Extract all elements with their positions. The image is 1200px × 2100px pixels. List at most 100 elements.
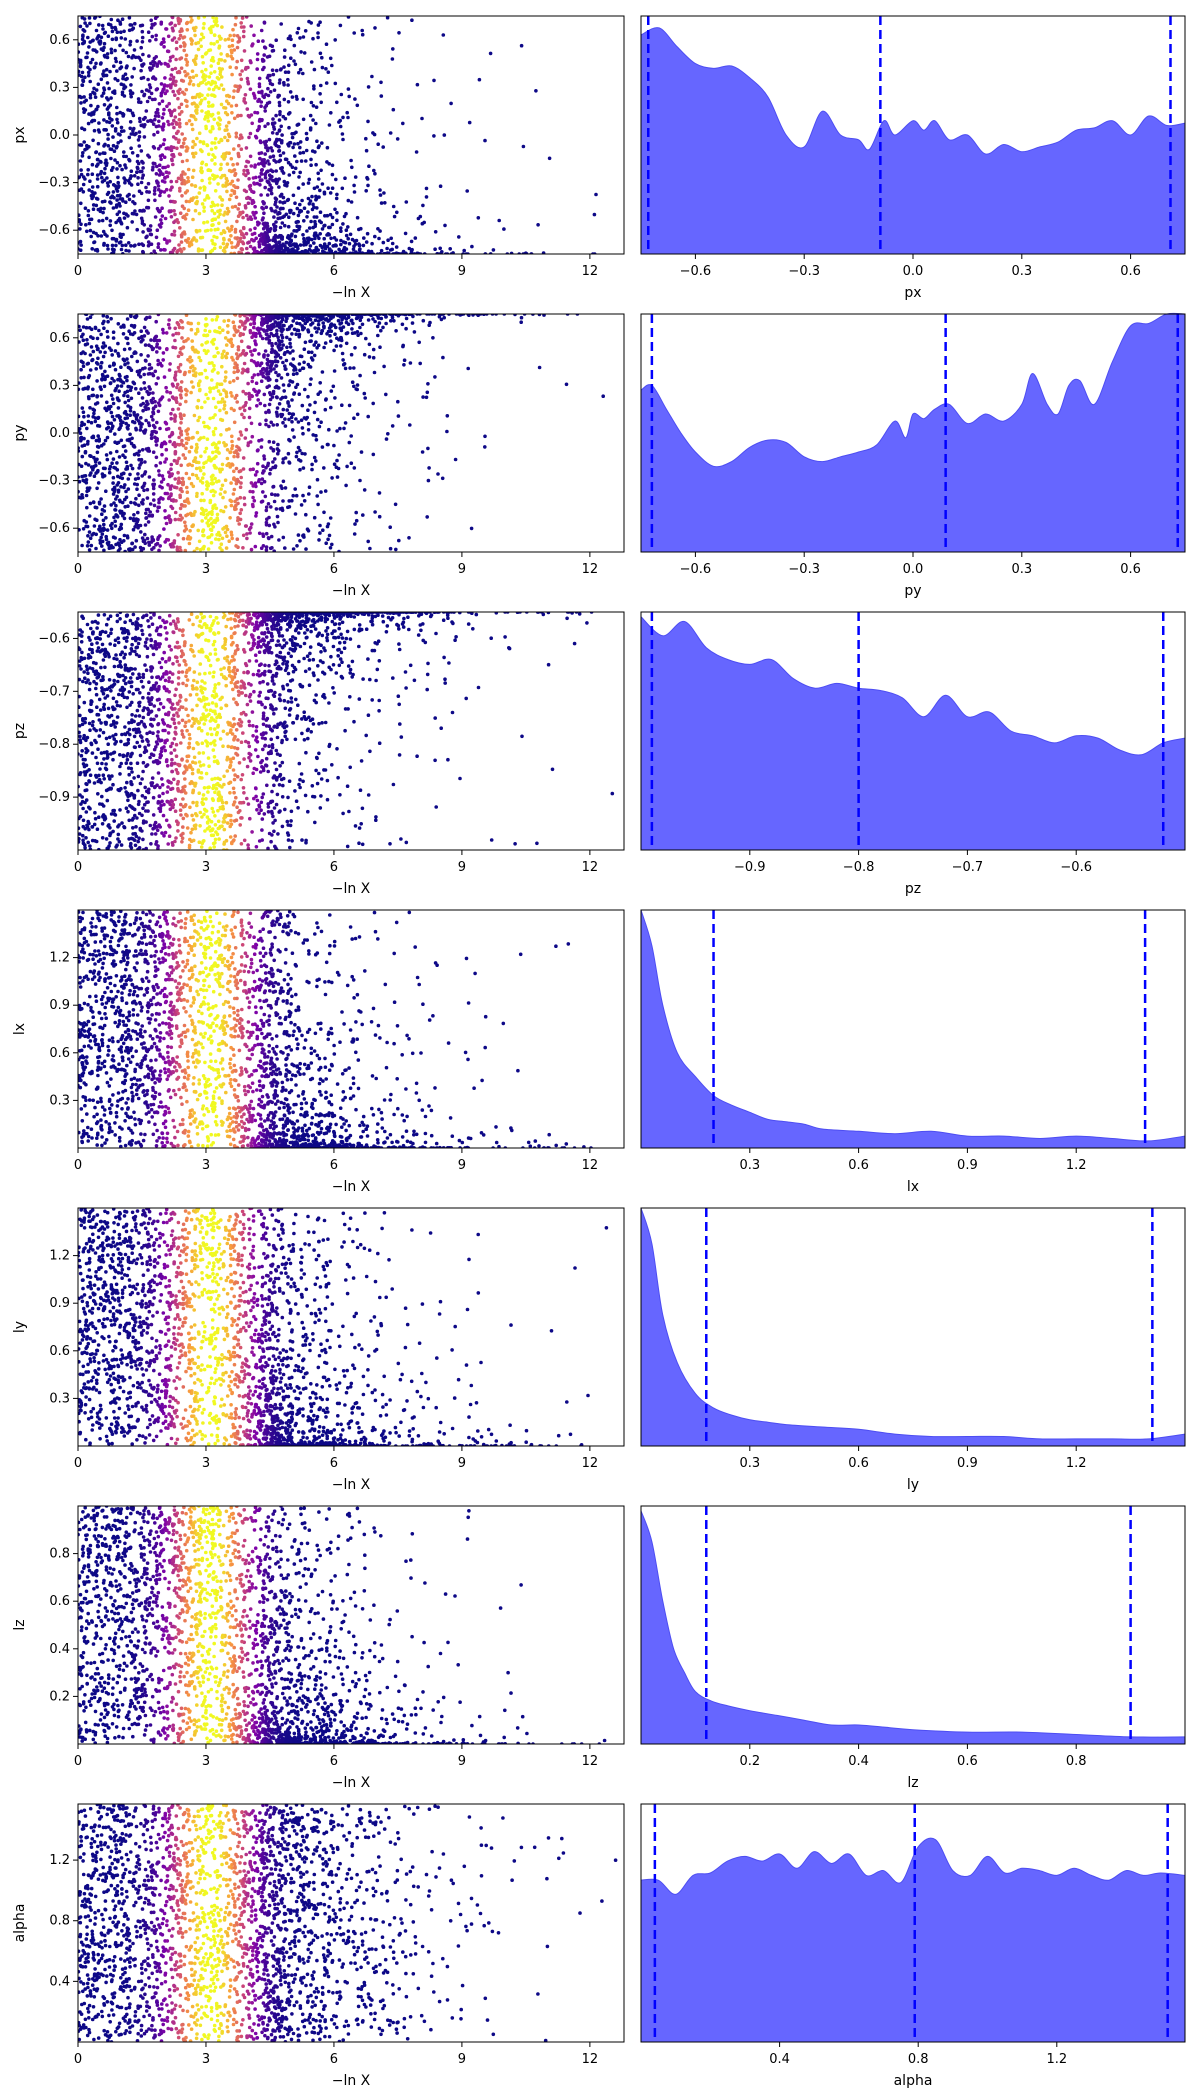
scatter-px-point bbox=[312, 205, 316, 209]
scatter-py-point bbox=[345, 464, 349, 469]
scatter-px-point bbox=[253, 110, 257, 115]
scatter-px-point bbox=[206, 119, 211, 123]
scatter-px-point bbox=[179, 66, 184, 70]
scatter-py-point bbox=[200, 507, 205, 512]
scatter-px-point bbox=[263, 175, 268, 180]
scatter-py-point bbox=[176, 517, 181, 522]
scatter-py-point bbox=[185, 485, 189, 490]
scatter-py-point bbox=[384, 392, 388, 397]
scatter-px-point bbox=[536, 223, 540, 227]
scatter-py-point bbox=[86, 414, 91, 418]
scatter-py-point bbox=[272, 549, 276, 552]
scatter-px-point bbox=[334, 251, 339, 254]
scatter-py-point bbox=[118, 418, 123, 423]
scatter-py-point bbox=[117, 389, 121, 394]
scatter-px-point bbox=[126, 108, 130, 112]
scatter-px-point bbox=[391, 204, 396, 209]
scatter-px-point bbox=[266, 180, 271, 185]
scatter-py-point bbox=[232, 333, 236, 338]
scatter-px-point bbox=[180, 194, 184, 198]
scatter-py-point bbox=[100, 507, 105, 512]
scatter-py-point bbox=[167, 470, 171, 475]
scatter-px-point bbox=[357, 242, 361, 246]
scatter-py-point bbox=[249, 421, 254, 426]
scatter-px-point bbox=[152, 146, 157, 150]
scatter-px-point bbox=[197, 211, 202, 216]
scatter-py-point bbox=[356, 333, 360, 338]
scatter-px-point bbox=[249, 164, 254, 168]
scatter-py-point bbox=[173, 477, 177, 481]
scatter-px-point bbox=[140, 89, 144, 94]
scatter-px-point bbox=[348, 251, 352, 254]
scatter-px-point bbox=[216, 215, 221, 219]
scatter-px-point bbox=[119, 129, 124, 133]
scatter-py-point bbox=[112, 379, 116, 383]
scatter-px-point bbox=[204, 124, 208, 129]
scatter-py-point bbox=[324, 541, 329, 545]
scatter-py-point bbox=[326, 537, 330, 542]
scatter-py-point bbox=[339, 344, 343, 348]
scatter-px-point bbox=[113, 27, 118, 32]
scatter-px-point bbox=[301, 233, 305, 237]
scatter-px-point bbox=[370, 74, 374, 79]
scatter-py-point bbox=[128, 472, 132, 477]
scatter-py-point bbox=[158, 544, 162, 548]
scatter-px-point bbox=[325, 145, 330, 150]
scatter-px-point bbox=[519, 43, 524, 48]
scatter-px-point bbox=[316, 177, 321, 181]
scatter-px-point bbox=[257, 175, 262, 179]
scatter-py-point bbox=[234, 544, 238, 548]
scatter-py-point bbox=[132, 410, 136, 415]
scatter-px-point bbox=[200, 160, 205, 165]
scatter-py-point bbox=[112, 515, 116, 520]
scatter-px-point bbox=[302, 240, 306, 244]
scatter-py-point bbox=[194, 460, 199, 465]
scatter-px-point bbox=[235, 59, 239, 64]
scatter-py-point bbox=[113, 524, 118, 528]
scatter-px-point bbox=[170, 38, 175, 42]
scatter-py-point bbox=[173, 338, 177, 343]
scatter-px-point bbox=[235, 45, 240, 50]
scatter-py-point bbox=[300, 325, 305, 330]
scatter-px-point bbox=[329, 111, 333, 115]
scatter-px-point bbox=[432, 78, 436, 83]
scatter-px-point bbox=[198, 148, 203, 152]
scatter-py-point bbox=[105, 329, 110, 334]
scatter-px-point bbox=[205, 220, 210, 224]
scatter-py-point bbox=[87, 514, 92, 518]
scatter-py-point bbox=[112, 362, 116, 367]
scatter-px-point bbox=[229, 104, 234, 108]
scatter-py-point bbox=[229, 391, 233, 395]
scatter-px-point bbox=[263, 240, 268, 244]
scatter-px-point bbox=[389, 236, 394, 241]
scatter-px-point bbox=[262, 45, 267, 49]
scatter-px-point bbox=[262, 211, 266, 215]
scatter-px-point bbox=[395, 210, 399, 215]
scatter-py-point bbox=[329, 389, 334, 393]
scatter-py-point bbox=[212, 363, 216, 368]
scatter-px-point bbox=[373, 26, 377, 30]
scatter-py-point bbox=[81, 478, 85, 483]
scatter-px-point bbox=[203, 96, 207, 101]
scatter-py-point bbox=[219, 382, 224, 387]
scatter-px-point bbox=[95, 197, 100, 201]
scatter-py-point bbox=[320, 370, 325, 374]
scatter-px-point bbox=[312, 233, 317, 238]
scatter-px-point bbox=[101, 27, 105, 31]
scatter-px-point bbox=[305, 136, 309, 141]
scatter-py-point bbox=[169, 492, 173, 496]
scatter-py-point bbox=[359, 450, 364, 454]
scatter-px-point bbox=[268, 78, 272, 83]
scatter-py-point bbox=[295, 544, 299, 548]
scatter-px-point bbox=[264, 225, 269, 229]
scatter-px-point bbox=[183, 98, 188, 103]
scatter-px-point bbox=[271, 178, 275, 183]
scatter-py-point bbox=[300, 403, 305, 408]
scatter-py-point bbox=[122, 539, 126, 543]
scatter-px-point bbox=[177, 37, 181, 41]
scatter-py-point bbox=[312, 343, 317, 347]
scatter-py-point bbox=[143, 386, 147, 391]
scatter-px-point bbox=[279, 124, 284, 129]
scatter-px-point bbox=[226, 226, 230, 231]
scatter-py-point bbox=[155, 350, 159, 354]
